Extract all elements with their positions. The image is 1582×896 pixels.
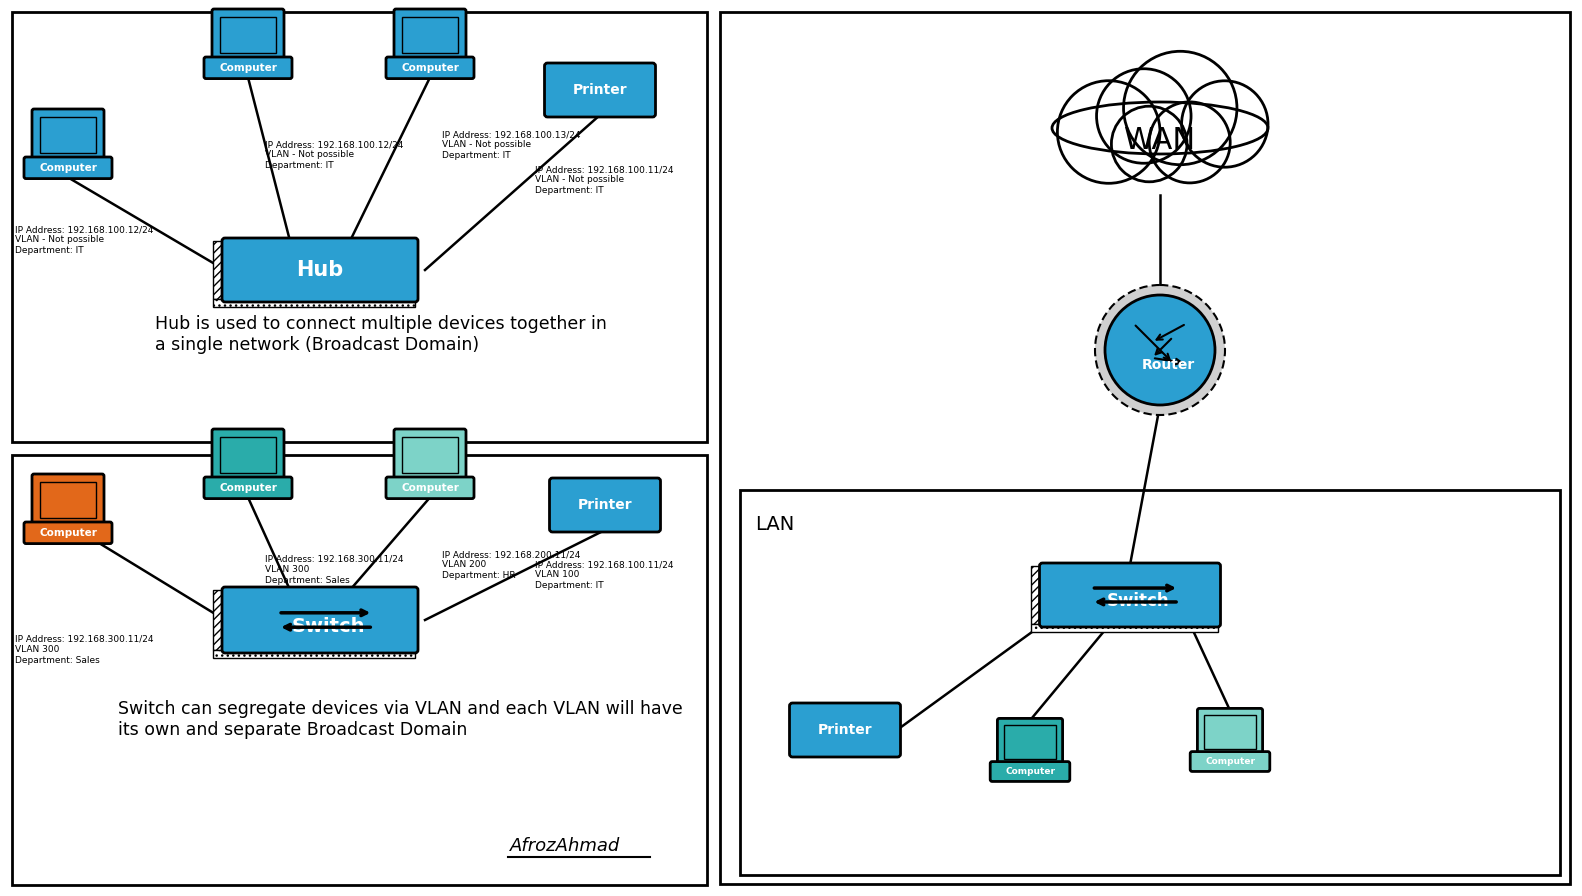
Text: Printer: Printer [577,498,633,512]
FancyBboxPatch shape [990,762,1069,781]
Text: Switch: Switch [1107,591,1169,610]
FancyBboxPatch shape [1190,752,1270,771]
FancyBboxPatch shape [214,299,414,307]
Text: Computer: Computer [1205,757,1255,766]
FancyBboxPatch shape [40,481,97,519]
FancyBboxPatch shape [40,116,97,153]
Text: Hub: Hub [296,260,343,280]
FancyBboxPatch shape [221,238,418,302]
Text: IP Address: 192.168.300.11/24
VLAN 300
Department: Sales: IP Address: 192.168.300.11/24 VLAN 300 D… [266,555,403,585]
FancyBboxPatch shape [1204,715,1256,748]
FancyBboxPatch shape [212,429,285,481]
Text: LAN: LAN [755,515,794,534]
Circle shape [1123,51,1237,165]
Text: Computer: Computer [218,63,277,73]
FancyBboxPatch shape [1039,563,1220,627]
Circle shape [1182,81,1269,168]
Circle shape [1104,295,1215,405]
FancyBboxPatch shape [221,587,418,653]
FancyBboxPatch shape [394,9,467,61]
Text: Computer: Computer [1005,767,1055,776]
Text: Computer: Computer [40,528,97,538]
Text: WAN: WAN [1123,125,1196,154]
FancyBboxPatch shape [1030,624,1218,632]
FancyBboxPatch shape [24,522,112,544]
Text: IP Address: 192.168.100.11/24
VLAN - Not possible
Department: IT: IP Address: 192.168.100.11/24 VLAN - Not… [535,165,674,194]
Text: Switch can segregate devices via VLAN and each VLAN will have
its own and separa: Switch can segregate devices via VLAN an… [119,700,683,739]
FancyBboxPatch shape [402,17,459,54]
Text: Printer: Printer [573,83,628,97]
FancyBboxPatch shape [212,9,285,61]
Text: Hub is used to connect multiple devices together in
a single network (Broadcast : Hub is used to connect multiple devices … [155,315,607,354]
Text: IP Address: 192.168.100.12/24
VLAN - Not possible
Department: IT: IP Address: 192.168.100.12/24 VLAN - Not… [266,140,403,170]
Text: Computer: Computer [402,63,459,73]
Text: IP Address: 192.168.100.13/24
VLAN - Not possible
Department: IT: IP Address: 192.168.100.13/24 VLAN - Not… [441,130,581,159]
Text: Computer: Computer [40,163,97,173]
Text: Computer: Computer [402,483,459,493]
Text: IP Address: 192.168.100.12/24
VLAN - Not possible
Department: IT: IP Address: 192.168.100.12/24 VLAN - Not… [14,225,153,254]
FancyBboxPatch shape [204,57,293,79]
Circle shape [1149,102,1231,183]
Circle shape [1112,107,1186,182]
FancyBboxPatch shape [24,157,112,178]
Text: IP Address: 192.168.300.11/24
VLAN 300
Department: Sales: IP Address: 192.168.300.11/24 VLAN 300 D… [14,635,153,665]
Text: Router: Router [1141,358,1194,372]
FancyBboxPatch shape [220,17,277,54]
FancyBboxPatch shape [740,490,1560,875]
Text: Switch: Switch [291,616,365,635]
FancyBboxPatch shape [220,436,277,473]
FancyBboxPatch shape [214,241,225,299]
FancyBboxPatch shape [549,478,661,532]
Text: IP Address: 192.168.100.11/24
VLAN 100
Department: IT: IP Address: 192.168.100.11/24 VLAN 100 D… [535,560,674,590]
Text: Printer: Printer [818,723,872,737]
FancyBboxPatch shape [32,109,104,161]
FancyBboxPatch shape [214,590,225,650]
FancyBboxPatch shape [402,436,459,473]
FancyBboxPatch shape [789,703,900,757]
FancyBboxPatch shape [386,57,475,79]
Ellipse shape [1052,102,1269,154]
Text: IP Address: 192.168.200.11/24
VLAN 200
Department: HR: IP Address: 192.168.200.11/24 VLAN 200 D… [441,550,581,580]
FancyBboxPatch shape [204,477,293,498]
FancyBboxPatch shape [386,477,475,498]
FancyBboxPatch shape [214,650,414,658]
FancyBboxPatch shape [1005,726,1055,759]
FancyBboxPatch shape [32,474,104,526]
Circle shape [1096,69,1191,163]
Circle shape [1095,285,1224,415]
Text: AfrozAhmad: AfrozAhmad [509,837,620,855]
FancyBboxPatch shape [1030,566,1043,624]
FancyBboxPatch shape [394,429,467,481]
FancyBboxPatch shape [1198,709,1262,755]
Text: Computer: Computer [218,483,277,493]
Circle shape [1057,81,1160,184]
FancyBboxPatch shape [13,12,707,442]
FancyBboxPatch shape [13,455,707,885]
FancyBboxPatch shape [997,719,1063,765]
FancyBboxPatch shape [720,12,1569,884]
FancyBboxPatch shape [544,63,655,117]
